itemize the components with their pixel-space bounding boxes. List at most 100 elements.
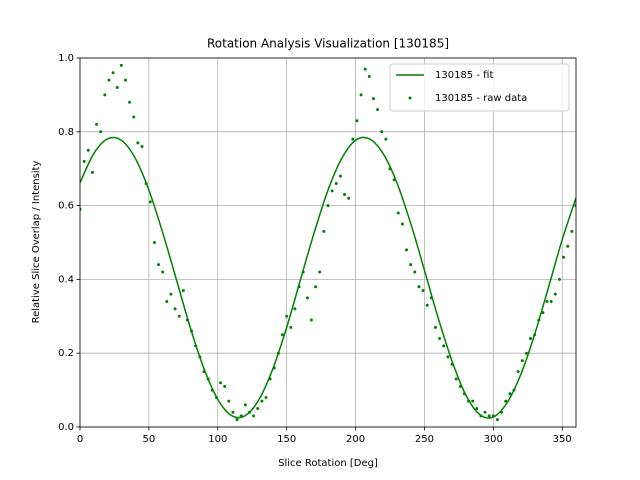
data-point (495, 418, 499, 422)
data-point (243, 403, 247, 407)
data-point (400, 222, 404, 226)
data-point (161, 270, 165, 274)
data-point (231, 410, 235, 414)
data-point (111, 71, 115, 75)
data-point (239, 414, 243, 418)
data-point (479, 414, 483, 418)
x-tick-label: 200 (346, 434, 365, 445)
data-point (157, 263, 161, 267)
data-point (392, 178, 396, 182)
y-tick-label: 1.0 (58, 53, 74, 64)
data-point (363, 67, 367, 71)
data-point (396, 211, 400, 215)
data-point (285, 314, 289, 318)
x-tick-label: 250 (415, 434, 434, 445)
data-point (99, 130, 103, 134)
x-tick-label: 350 (553, 434, 572, 445)
y-axis-label: Relative Slice Overlap / Intensity (31, 161, 42, 324)
data-point (119, 63, 123, 67)
data-point (367, 74, 371, 78)
legend-label: 130185 - raw data (435, 93, 527, 104)
y-tick-label: 0.6 (58, 201, 74, 212)
data-point (475, 407, 479, 411)
data-point (152, 241, 156, 244)
x-tick-label: 0 (77, 434, 83, 445)
y-tick-label: 0.0 (58, 422, 74, 433)
data-point (347, 196, 351, 200)
data-point (276, 351, 280, 355)
data-point (322, 229, 326, 233)
data-point (136, 141, 140, 145)
data-point (429, 296, 433, 300)
data-point (516, 370, 520, 374)
x-tick-label: 150 (277, 434, 296, 445)
data-point (508, 392, 512, 396)
data-point (289, 325, 293, 329)
data-point (260, 399, 264, 403)
data-point (454, 377, 458, 381)
data-point (425, 303, 429, 307)
data-point (446, 355, 450, 359)
data-point (190, 329, 194, 333)
chart-title: Rotation Analysis Visualization [130185] (207, 37, 449, 51)
data-point (330, 189, 334, 193)
data-point (293, 307, 297, 311)
data-point (467, 399, 471, 403)
data-point (471, 399, 475, 403)
x-tick-label: 300 (484, 434, 503, 445)
data-point (247, 410, 251, 414)
data-point (103, 93, 107, 97)
data-point (202, 370, 206, 374)
data-point (305, 296, 309, 300)
data-point (301, 270, 305, 274)
data-point (210, 388, 214, 392)
data-point (380, 130, 384, 134)
data-point (343, 193, 347, 197)
data-point (371, 97, 375, 101)
data-point (421, 288, 425, 292)
data-point (173, 307, 177, 311)
data-point (181, 288, 185, 292)
data-point (557, 277, 561, 281)
data-point (115, 86, 119, 90)
data-point (318, 270, 322, 274)
data-point (128, 100, 132, 104)
data-point (487, 414, 491, 418)
data-point (235, 418, 239, 422)
data-point (144, 181, 148, 185)
data-point (483, 410, 487, 414)
data-point (433, 325, 437, 329)
data-point (359, 93, 363, 97)
data-point (214, 395, 218, 399)
x-axis-label: Slice Rotation [Deg] (278, 458, 378, 469)
data-point (553, 292, 557, 296)
data-point (537, 318, 541, 322)
data-point (545, 300, 549, 304)
data-point (272, 366, 276, 370)
data-point (450, 362, 454, 366)
data-point (95, 122, 99, 126)
data-point (314, 285, 318, 289)
data-point (177, 314, 181, 318)
data-point (500, 410, 504, 414)
data-point (206, 377, 210, 381)
data-point (491, 414, 495, 418)
data-point (524, 351, 528, 355)
data-point (148, 200, 152, 204)
data-point (252, 414, 256, 418)
data-point (512, 388, 516, 392)
data-point (82, 159, 86, 163)
data-point (326, 204, 330, 208)
data-point (570, 229, 574, 233)
data-point (165, 300, 169, 304)
data-point (86, 148, 90, 152)
data-point (169, 292, 173, 296)
data-point (384, 137, 388, 141)
data-point (388, 167, 392, 171)
data-point (123, 78, 127, 82)
data-point (334, 181, 338, 185)
x-tick-label: 50 (143, 434, 156, 445)
x-tick-label: 100 (208, 434, 227, 445)
y-tick-label: 0.8 (58, 127, 74, 138)
data-point (355, 119, 359, 123)
